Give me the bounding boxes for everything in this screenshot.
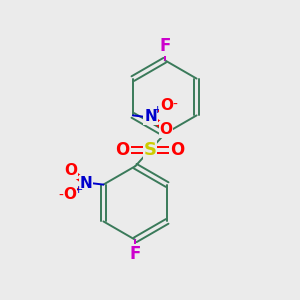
Text: N: N xyxy=(80,176,92,190)
Text: -: - xyxy=(172,98,177,112)
Text: S: S xyxy=(143,141,157,159)
Text: O: O xyxy=(170,141,184,159)
Text: O: O xyxy=(159,122,172,137)
Text: F: F xyxy=(159,38,170,56)
Text: O: O xyxy=(116,141,130,159)
Text: O: O xyxy=(160,98,173,112)
Text: +: + xyxy=(153,105,163,116)
Text: +: + xyxy=(74,184,83,195)
Text: O: O xyxy=(64,163,77,178)
Text: F: F xyxy=(130,244,141,262)
Text: N: N xyxy=(144,110,157,124)
Text: -: - xyxy=(59,188,64,203)
Text: O: O xyxy=(63,188,76,202)
